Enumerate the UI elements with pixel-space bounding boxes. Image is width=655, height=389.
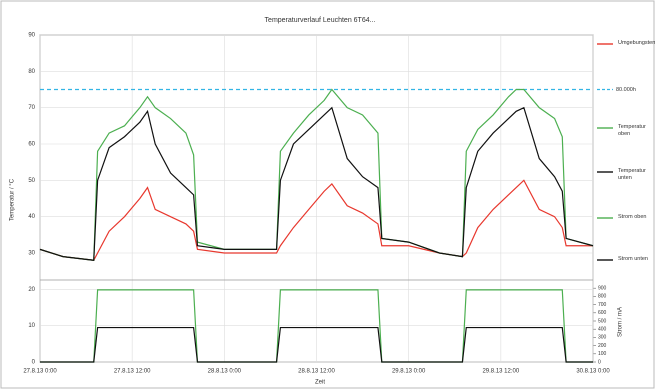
y2-tick-label: 400 [598, 327, 607, 333]
reference-label: 80.000h [616, 87, 636, 93]
y-tick-label: 30 [28, 251, 35, 257]
series-line [40, 289, 593, 363]
x-tick-label: 27.8.13 12:00 [114, 369, 151, 375]
series-line [40, 326, 593, 363]
y-tick-label: 60 [28, 142, 35, 148]
legend-label: Temperatur oben [618, 124, 646, 137]
x-tick-label: 29.8.13 0:00 [392, 369, 426, 375]
y-tick-label: 20 [28, 287, 35, 293]
x-tick-label: 27.8.13 0:00 [23, 369, 57, 375]
x-tick-label: 28.8.13 0:00 [208, 369, 242, 375]
y-tick-label: 10 [28, 323, 35, 329]
legend-label: Strom oben [618, 214, 647, 220]
chart-title: Temperaturverlauf Leuchten 6T64... [265, 17, 376, 24]
y-tick-label: 90 [28, 33, 35, 39]
legend-label: Umgebungstemperatur [618, 40, 655, 46]
y-tick-label: 80 [28, 69, 35, 75]
y2-tick-label: 600 [598, 310, 607, 316]
y2-tick-label: 800 [598, 294, 607, 300]
y-tick-label: 0 [32, 360, 36, 366]
x-axis-label: Zeit [315, 380, 325, 386]
y2-tick-label: 900 [598, 286, 607, 292]
y2-tick-label: 200 [598, 343, 607, 349]
legend-label: Strom unten [618, 256, 648, 262]
legend-label: Temperatur unten [618, 168, 646, 181]
x-tick-label: 29.8.13 12:00 [482, 369, 519, 375]
y2-tick-label: 700 [598, 302, 607, 308]
y2-tick-label: 300 [598, 335, 607, 341]
y2-tick-label: 100 [598, 351, 607, 357]
y-axis-label: Temperatur / °C [10, 178, 16, 221]
y2-axis-label: Strom / mA [618, 307, 624, 337]
y-tick-label: 50 [28, 178, 35, 184]
y2-tick-label: 500 [598, 318, 607, 324]
x-tick-label: 30.8.13 0:00 [576, 369, 610, 375]
y-tick-label: 70 [28, 105, 35, 111]
y2-tick-label: 0 [598, 359, 601, 365]
series-line [39, 106, 594, 261]
series-line [39, 88, 594, 261]
series-line [39, 179, 593, 261]
x-tick-label: 28.8.13 12:00 [298, 369, 335, 375]
y-tick-label: 40 [28, 214, 35, 220]
